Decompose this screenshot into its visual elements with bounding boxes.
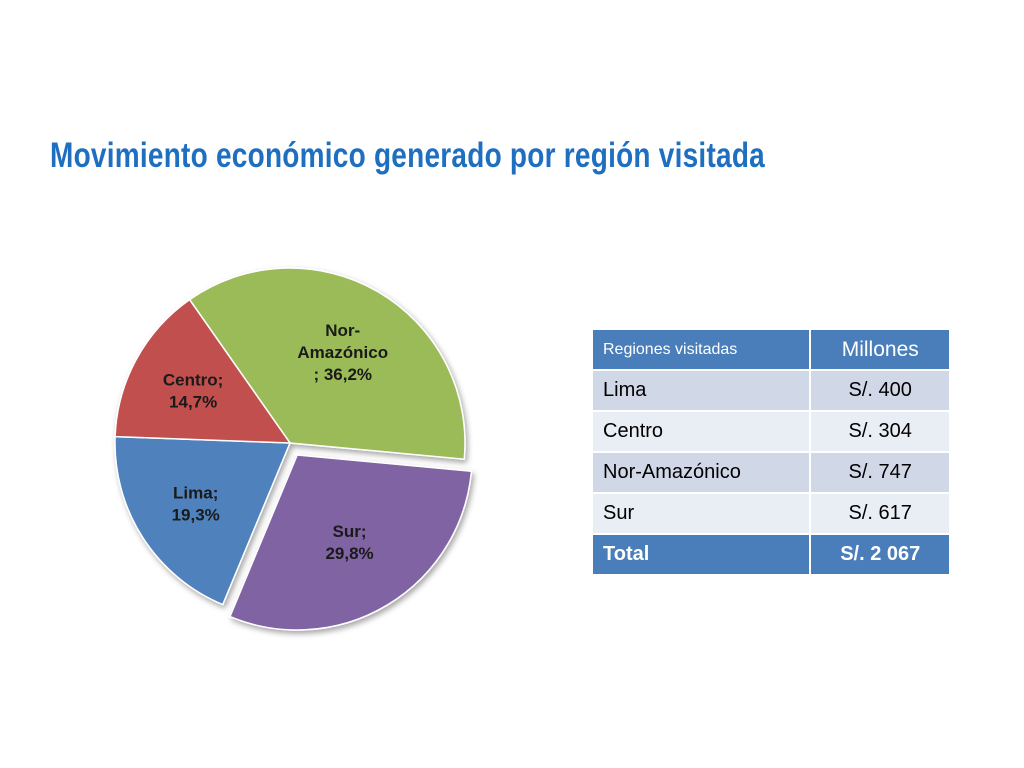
table-header-row: Regiones visitadas Millones (590, 328, 951, 371)
pie-label-sur: Sur; 29,8% (325, 522, 373, 563)
data-table: Regiones visitadas Millones Lima S/. 400… (590, 328, 951, 576)
table-total-row: Total S/. 2 067 (590, 533, 951, 576)
table-cell-value: S/. 304 (809, 410, 951, 453)
table-cell-region: Sur (590, 492, 812, 535)
pie-label-nor-amazónico: Nor-Amazónico; 36,2% (297, 321, 388, 384)
pie-label-lima: Lima; 19,3% (172, 483, 220, 524)
pie-slice-nor-amazónico (188, 267, 466, 461)
table-cell-region: Centro (590, 410, 812, 453)
table-cell-region: Nor-Amazónico (590, 451, 812, 494)
table-cell-value: S/. 617 (809, 492, 951, 535)
table-row: Nor-Amazónico S/. 747 (590, 451, 951, 494)
slide-title: Movimiento económico generado por región… (50, 136, 765, 175)
pie-slice-sur (228, 454, 473, 631)
header-millones: Millones (809, 328, 951, 371)
table-row: Lima S/. 400 (590, 369, 951, 412)
pie-slice-lima (114, 435, 292, 606)
table-total-value: S/. 2 067 (809, 533, 951, 576)
table-cell-region: Lima (590, 369, 812, 412)
table-row: Sur S/. 617 (590, 492, 951, 535)
table-total-label: Total (590, 533, 812, 576)
table-cell-value: S/. 747 (809, 451, 951, 494)
header-regiones: Regiones visitadas (590, 328, 812, 371)
table-cell-value: S/. 400 (809, 369, 951, 412)
pie-label-centro: Centro; 14,7% (163, 370, 223, 411)
pie-slice-centro (114, 298, 292, 444)
table-row: Centro S/. 304 (590, 410, 951, 453)
